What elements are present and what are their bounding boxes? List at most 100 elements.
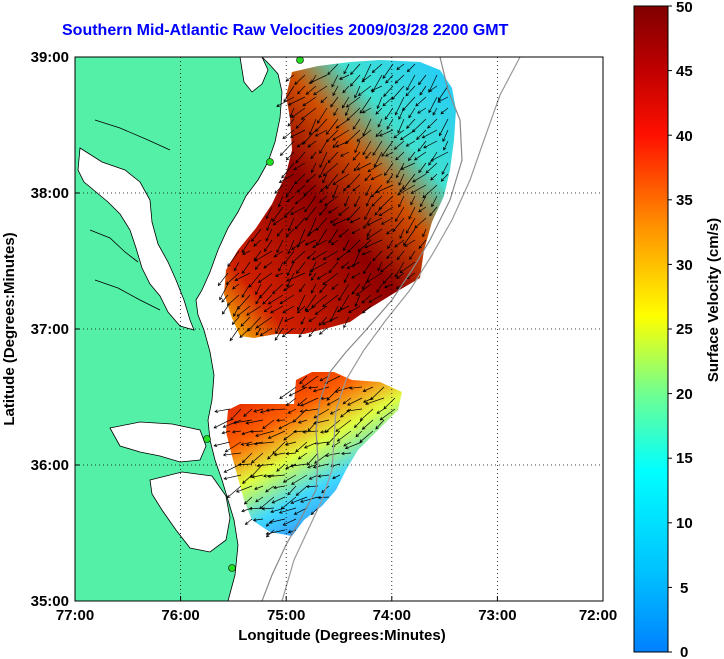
velocity-vector — [303, 441, 319, 449]
velocity-vector — [398, 195, 405, 208]
velocity-vector — [297, 397, 308, 407]
velocity-vector — [418, 162, 427, 174]
velocity-vector — [328, 261, 339, 274]
velocity-vector — [396, 272, 405, 279]
velocity-vector — [242, 250, 251, 255]
velocity-vector — [320, 96, 328, 104]
velocity-vector — [221, 294, 229, 303]
velocity-vector — [375, 129, 383, 138]
velocity-vector — [361, 74, 372, 83]
velocity-vector — [263, 305, 273, 313]
velocity-vector — [221, 305, 229, 315]
velocity-vector — [248, 506, 264, 511]
velocity-vector — [405, 85, 416, 97]
velocity-vector — [354, 294, 361, 307]
velocity-vector — [335, 419, 352, 432]
velocity-vector — [300, 316, 306, 325]
velocity-vector — [308, 74, 328, 84]
velocity-vector — [310, 272, 317, 281]
velocity-vector — [290, 206, 306, 215]
velocity-vector — [361, 419, 374, 430]
velocity-vector — [217, 272, 229, 287]
velocity-vector — [332, 129, 350, 141]
velocity-vector — [362, 140, 372, 156]
velocity-vector — [383, 85, 394, 97]
velocity-vector — [349, 217, 361, 224]
velocity-vector — [286, 272, 306, 282]
velocity-vector — [332, 474, 341, 480]
velocity-vector — [362, 386, 374, 392]
velocity-field-north — [224, 60, 456, 338]
velocity-vector — [278, 419, 297, 430]
velocity-vector — [353, 162, 361, 172]
velocity-vector — [408, 206, 416, 220]
velocity-vector — [296, 184, 306, 193]
colorbar-tick-label: 35 — [676, 192, 693, 209]
velocity-vector — [234, 272, 251, 281]
velocity-vector — [222, 419, 242, 428]
velocity-vector — [425, 162, 438, 174]
velocity-vector — [312, 386, 330, 393]
velocity-vector — [274, 327, 284, 341]
velocity-vector — [253, 441, 275, 446]
velocity-vector — [399, 228, 405, 240]
velocity-vector — [286, 195, 295, 203]
velocity-vector — [263, 261, 273, 269]
velocity-vector — [372, 250, 383, 262]
velocity-vector — [344, 107, 350, 117]
velocity-vector — [361, 250, 372, 256]
velocity-vector — [267, 452, 275, 460]
velocity-vector — [418, 74, 427, 86]
velocity-vector — [393, 129, 405, 139]
velocity-vector — [214, 408, 231, 413]
velocity-vector — [316, 272, 328, 280]
velocity-vector — [272, 283, 284, 295]
velocity-vector — [302, 96, 317, 107]
velocity-vector — [362, 272, 372, 290]
velocity-vector — [382, 96, 394, 107]
velocity-vector — [399, 184, 405, 193]
velocity-vector — [300, 107, 317, 120]
velocity-vector — [318, 206, 328, 216]
velocity-vector — [213, 441, 231, 447]
velocity-vector — [405, 140, 416, 147]
velocity-vector — [428, 151, 438, 166]
velocity-vector — [378, 129, 394, 137]
velocity-vector — [270, 305, 284, 314]
velocity-vector — [310, 507, 319, 516]
velocity-vector — [366, 217, 383, 226]
velocity-vector — [255, 496, 264, 503]
velocity-vector — [428, 96, 438, 114]
velocity-vector — [349, 74, 361, 87]
velocity-vector — [285, 184, 295, 198]
velocity-vector — [340, 294, 350, 311]
velocity-vector — [399, 261, 416, 274]
velocity-vector — [375, 419, 385, 430]
velocity-vector — [346, 261, 361, 269]
velocity-vector — [226, 485, 242, 499]
velocity-vector — [313, 419, 330, 425]
velocity-vector — [311, 250, 328, 261]
velocity-vector — [255, 294, 262, 305]
velocity-vector — [310, 151, 317, 160]
velocity-vector — [283, 430, 297, 441]
velocity-vector — [255, 316, 273, 329]
velocity-vector — [343, 239, 350, 252]
velocity-vector — [329, 305, 339, 323]
velocity-vector — [357, 85, 372, 96]
velocity-vector — [287, 408, 297, 414]
velocity-vector — [356, 162, 372, 171]
velocity-vector — [229, 327, 240, 342]
velocity-vector — [378, 206, 394, 217]
velocity-vector — [419, 195, 427, 208]
velocity-vector — [370, 173, 383, 181]
velocity-vector — [326, 430, 341, 446]
velocity-vector — [223, 474, 242, 480]
velocity-vector — [340, 408, 352, 418]
velocity-vector — [335, 118, 350, 129]
station-marker — [228, 564, 236, 572]
y-tick-label: 36:00 — [31, 457, 69, 474]
velocity-vector — [363, 397, 374, 403]
x-tick-label: 72:00 — [579, 607, 617, 624]
